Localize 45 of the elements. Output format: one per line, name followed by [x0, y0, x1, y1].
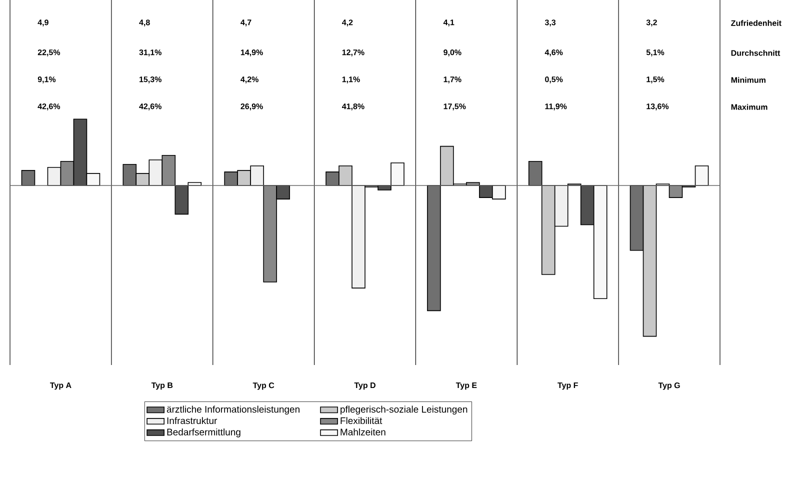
text: 3,2: [646, 20, 657, 26]
text: 1,7%: [444, 76, 462, 84]
x-tick-label: Typ C: [252, 382, 274, 390]
text: 4,9: [38, 20, 48, 26]
text: 26,9%: [240, 104, 263, 110]
text: 9,0%: [444, 50, 462, 56]
text: 41,8%: [342, 104, 364, 110]
text: 4,2%: [240, 76, 258, 84]
text: 13,6%: [646, 104, 669, 110]
x-tick-label: Typ A: [50, 382, 72, 390]
text: Minimum: [731, 76, 766, 83]
text: 4,8: [139, 20, 150, 26]
text: 15,3%: [140, 76, 162, 84]
text: 9,1%: [38, 76, 56, 84]
x-tick-label: Typ B: [151, 382, 173, 390]
legend-label: Bedarfsermittlung: [167, 428, 240, 438]
text: 14,9%: [240, 50, 263, 56]
text: 11,9%: [545, 104, 567, 110]
text: Maximum: [731, 104, 768, 110]
text: 0,5%: [545, 76, 563, 84]
text: 5,1%: [646, 50, 664, 56]
text: 1,5%: [646, 76, 664, 84]
text: Durchschnitt: [731, 50, 780, 56]
text: 4,7: [240, 20, 252, 26]
text: 17,5%: [444, 104, 466, 110]
text: 4,1: [443, 20, 454, 26]
legend-label: Mahlzeiten: [340, 428, 386, 436]
text: 12,7%: [342, 50, 364, 56]
x-tick-label: Typ D: [354, 382, 376, 390]
x-tick-label: Typ G: [658, 382, 680, 390]
text: 42,6%: [38, 104, 60, 110]
legend-label: ärztliche Informationsleistungen: [166, 406, 300, 415]
text: 1,1%: [342, 76, 360, 84]
text: 4,6%: [544, 50, 563, 56]
legend-label: pflegerisch-soziale Leistungen: [340, 406, 468, 415]
legend-label: Infrastruktur: [167, 417, 218, 424]
x-tick-label: Typ F: [558, 382, 578, 390]
text: Zufriedenheit: [731, 20, 782, 26]
x-tick-label: Typ E: [456, 382, 477, 390]
legend-label: Flexibilität: [340, 417, 382, 424]
text: 22,5%: [38, 50, 60, 56]
text: 31,1%: [139, 50, 162, 56]
text: 4,2: [342, 20, 353, 26]
text: 42,6%: [139, 104, 162, 110]
text: 3,3: [544, 20, 556, 26]
